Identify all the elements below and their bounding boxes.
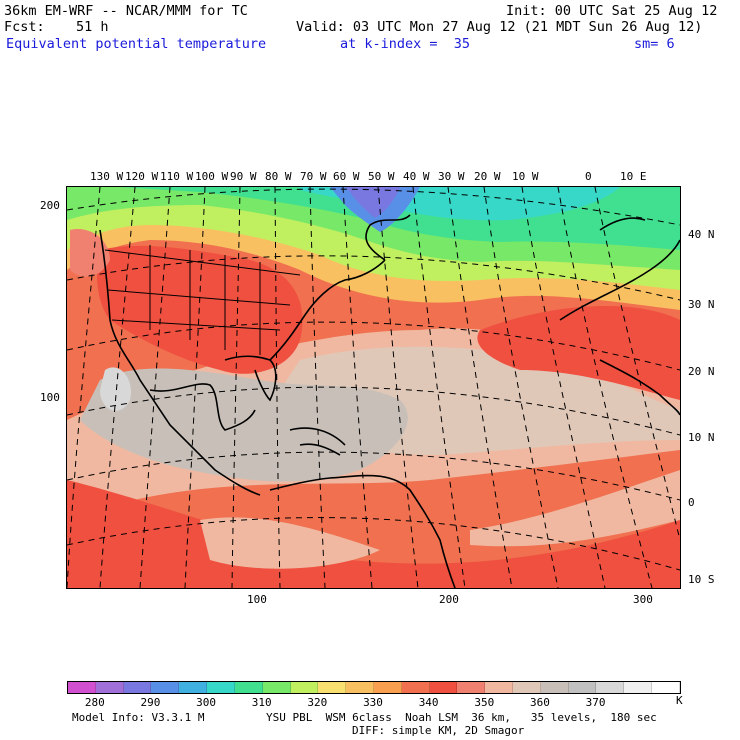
grid-label-y-100: 100 — [40, 391, 60, 404]
longitude-gridline — [557, 187, 653, 588]
longitude-label: 30 W — [438, 170, 465, 183]
longitude-gridline — [594, 187, 680, 541]
forecast-hour: 51 h — [76, 19, 109, 35]
longitude-label: 40 W — [403, 170, 430, 183]
longitude-gridline — [139, 187, 171, 588]
colorbar-swatch — [68, 682, 96, 693]
longitude-label: 130 W — [90, 170, 124, 183]
longitude-label: 70 W — [300, 170, 327, 183]
colorbar-swatch — [123, 682, 152, 693]
colorbar-swatch — [151, 682, 180, 693]
valid-time: Valid: 03 UTC Mon 27 Aug 12 (21 MDT Sun … — [296, 19, 703, 35]
colorbar-label: 340 — [418, 696, 439, 709]
colorbar-swatch — [401, 682, 430, 693]
colorbar-swatch — [262, 682, 291, 693]
longitude-gridline — [184, 187, 206, 588]
longitude-label: 80 W — [265, 170, 292, 183]
longitude-gridline — [447, 187, 513, 588]
longitude-label: 0 — [585, 170, 592, 183]
political-borders — [104, 245, 301, 355]
colorbar-swatch — [318, 682, 347, 693]
colorbar-label: 300 — [196, 696, 217, 709]
colorbar-swatch — [373, 682, 402, 693]
longitude-gridline — [274, 187, 281, 588]
latitude-label: 30 N — [688, 298, 715, 311]
coastlines — [99, 214, 680, 588]
longitude-label: 50 W — [368, 170, 395, 183]
grid-label-y-200: 200 — [40, 199, 60, 212]
colorbar-swatch — [457, 682, 486, 693]
longitude-label: 120 W — [125, 170, 159, 183]
smoothing-info: sm= 6 — [634, 36, 675, 52]
grid-label-x-200: 200 — [439, 593, 459, 606]
colorbar-swatch — [513, 682, 541, 693]
grid-label-x-300: 300 — [633, 593, 653, 606]
forecast-label: Fcst: — [4, 19, 45, 35]
colorbar-swatch — [234, 682, 263, 693]
colorbar-label: 360 — [529, 696, 550, 709]
physics-info: YSU PBL WSM 6class Noah LSM 36 km, 35 le… — [266, 711, 657, 724]
latitude-gridline — [67, 321, 680, 371]
colorbar-swatch — [568, 682, 597, 693]
level-info: at k-index = 35 — [340, 36, 471, 52]
grid-label-x-100: 100 — [247, 593, 267, 606]
model-info: Model Info: V3.3.1 M — [72, 711, 205, 724]
colorbar-swatch — [95, 682, 124, 693]
longitude-gridline — [309, 187, 326, 588]
latitude-gridline — [67, 255, 680, 301]
longitude-gridline — [67, 187, 101, 588]
colorbar-swatch — [207, 682, 235, 693]
colorbar-label: 280 — [84, 696, 105, 709]
model-title: 36km EM-WRF -- NCAR/MMM for TC — [4, 3, 248, 19]
latitude-label: 20 N — [688, 365, 715, 378]
colorbar — [67, 681, 681, 694]
longitude-label: 110 W — [160, 170, 194, 183]
latitude-label: 10 S — [688, 573, 715, 586]
latitude-label: 40 N — [688, 228, 715, 241]
longitude-label: 90 W — [230, 170, 257, 183]
colorbar-label: 330 — [363, 696, 383, 709]
map-frame — [66, 186, 681, 589]
colorbar-label: 350 — [474, 696, 495, 709]
colorbar-label: 310 — [251, 696, 272, 709]
colorbar-swatch — [179, 682, 208, 693]
longitude-label: 10 W — [512, 170, 539, 183]
longitude-label: 60 W — [333, 170, 360, 183]
colorbar-unit: K — [676, 694, 683, 707]
colorbar-swatch — [290, 682, 319, 693]
field-name: Equivalent potential temperature — [6, 36, 267, 52]
longitude-gridline — [377, 187, 419, 588]
latitude-gridline — [67, 188, 680, 226]
longitude-gridline — [342, 187, 373, 588]
colorbar-swatch — [596, 682, 625, 693]
lat-lon-grid — [67, 187, 680, 588]
colorbar-swatch — [624, 682, 653, 693]
longitude-gridline — [99, 187, 136, 588]
longitude-gridline — [483, 187, 559, 588]
colorbar-label: 370 — [585, 696, 606, 709]
init-time: Init: 00 UTC Sat 25 Aug 12 — [506, 3, 718, 19]
colorbar-swatch — [540, 682, 569, 693]
longitude-label: 20 W — [474, 170, 501, 183]
longitude-label: 10 E — [620, 170, 647, 183]
colorbar-swatch — [429, 682, 458, 693]
latitude-gridline — [67, 386, 680, 436]
colorbar-label: 290 — [140, 696, 161, 709]
latitude-label: 0 — [688, 496, 695, 509]
theta-e-field — [67, 187, 680, 588]
longitude-label: 100 W — [195, 170, 229, 183]
latitude-label: 10 N — [688, 431, 715, 444]
colorbar-swatch — [346, 682, 374, 693]
colorbar-swatch — [485, 682, 513, 693]
diffusion-info: DIFF: simple KM, 2D Smagor — [352, 724, 525, 737]
longitude-gridline — [521, 187, 606, 588]
longitude-gridline — [231, 187, 241, 588]
colorbar-swatch — [652, 682, 680, 693]
latitude-gridline — [67, 451, 680, 501]
colorbar-label: 320 — [307, 696, 328, 709]
latitude-gridline — [67, 517, 680, 571]
longitude-gridline — [412, 187, 466, 588]
